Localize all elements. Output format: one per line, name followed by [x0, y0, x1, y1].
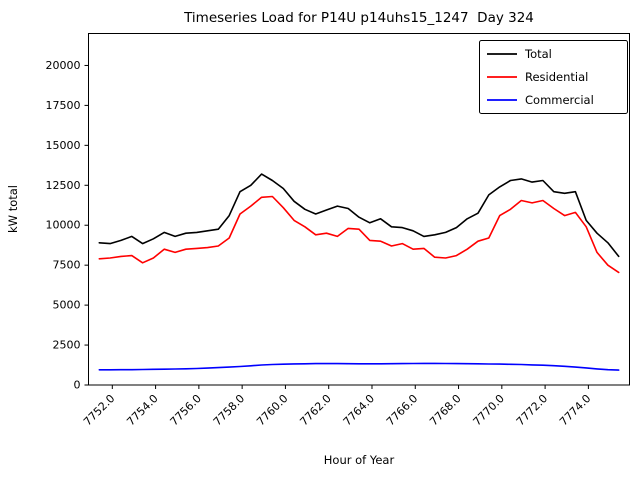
y-axis-ticks: 0 2500 5000 7500 10000 12500 15000 17500 20000 — [46, 59, 89, 392]
x-tick-label: 7752.0 — [81, 392, 117, 428]
x-tick-label: 7764.0 — [341, 392, 377, 428]
x-axis-ticks: 7752.0 7754.0 7756.0 7758.0 7760.0 7762.0 7764… — [81, 385, 594, 428]
y-tick-label: 17500 — [46, 99, 81, 112]
legend-label-residential: Residential — [525, 70, 588, 84]
legend-label-commercial: Commercial — [525, 93, 594, 107]
y-tick-label: 15000 — [46, 139, 81, 152]
y-tick-label: 2500 — [53, 339, 81, 352]
x-tick-label: 7758.0 — [211, 392, 247, 428]
legend-label-total: Total — [524, 47, 552, 61]
y-tick-label: 0 — [74, 379, 81, 392]
chart-title: Timeseries Load for P14U p14uhs15_1247 D… — [183, 10, 534, 26]
x-tick-label: 7760.0 — [254, 392, 290, 428]
series-line-commercial — [98, 362, 620, 371]
x-tick-label: 7774.0 — [557, 392, 593, 428]
series-line-residential — [98, 195, 620, 274]
x-tick-label: 7766.0 — [384, 392, 420, 428]
y-tick-label: 5000 — [53, 299, 81, 312]
x-tick-label: 7770.0 — [471, 392, 507, 428]
y-tick-label: 20000 — [46, 59, 81, 72]
legend-frame — [479, 40, 628, 114]
y-tick-label: 7500 — [53, 259, 81, 272]
x-axis-label: Hour of Year — [324, 453, 395, 467]
y-axis-label: kW total — [6, 185, 20, 233]
x-tick-label: 7772.0 — [514, 392, 550, 428]
legend: Total Residential Commercial — [479, 40, 628, 114]
y-tick-label: 12500 — [46, 179, 81, 192]
x-tick-label: 7756.0 — [168, 392, 204, 428]
axes-frame — [88, 33, 630, 386]
y-tick-label: 10000 — [46, 219, 81, 232]
series-line-total — [98, 173, 620, 258]
plot-series — [98, 173, 620, 371]
x-tick-label: 7762.0 — [297, 392, 333, 428]
x-tick-label: 7768.0 — [427, 392, 463, 428]
x-tick-label: 7754.0 — [124, 392, 160, 428]
